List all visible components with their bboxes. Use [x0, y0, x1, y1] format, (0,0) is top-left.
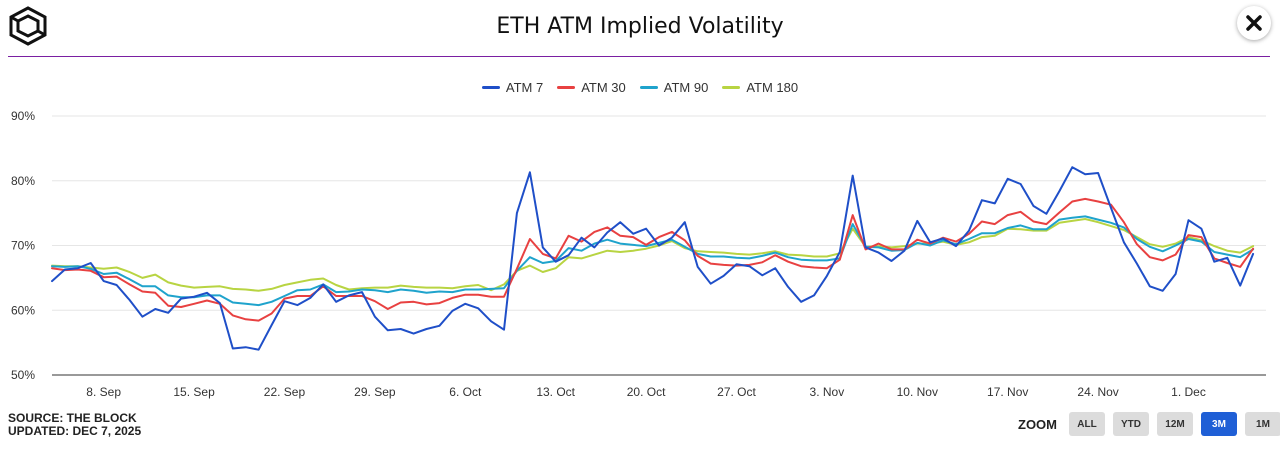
- x-tick-label: 20. Oct: [627, 385, 666, 399]
- series-line-atm-7: [51, 166, 1255, 351]
- legend-label: ATM 180: [746, 80, 799, 95]
- legend-item-atm-180[interactable]: ATM 180: [722, 80, 798, 95]
- header-divider: [8, 56, 1270, 57]
- legend-item-atm-30[interactable]: ATM 30: [557, 80, 626, 95]
- volatility-chart: 50% 60% 70% 80% 90% 8. Sep 15. Sep 22. Sep 29. S…: [11, 109, 1266, 399]
- chart-title: ETH ATM Implied Volatility: [496, 14, 784, 39]
- legend-swatch: [639, 86, 658, 89]
- x-tick-label: 22. Sep: [264, 385, 306, 399]
- legend-swatch: [722, 86, 741, 89]
- x-tick-label: 10. Nov: [897, 385, 938, 399]
- y-tick-label: 60%: [11, 303, 35, 317]
- zoom-3m-button[interactable]: 3M: [1201, 412, 1237, 436]
- series-line-atm-30: [51, 197, 1255, 322]
- close-icon: [1246, 15, 1262, 31]
- legend-swatch: [557, 86, 576, 89]
- close-button[interactable]: [1237, 6, 1271, 40]
- series-line-atm-90: [51, 215, 1255, 307]
- zoom-controls: ZOOM ALL YTD 12M 3M 1M: [1018, 412, 1280, 436]
- series-line-atm-180: [51, 218, 1255, 292]
- legend-label: ATM 90: [663, 80, 709, 95]
- x-tick-label: 17. Nov: [987, 385, 1028, 399]
- the-block-logo-icon: [9, 6, 47, 46]
- legend-item-atm-7[interactable]: ATM 7: [481, 80, 544, 95]
- x-tick-label: 1. Dec: [1171, 385, 1206, 399]
- legend-swatch: [481, 86, 500, 89]
- x-tick-label: 29. Sep: [354, 385, 396, 399]
- y-tick-label: 50%: [11, 368, 35, 382]
- y-tick-label: 90%: [11, 109, 35, 123]
- zoom-1m-button[interactable]: 1M: [1245, 412, 1280, 436]
- legend-label: ATM 7: [505, 80, 544, 95]
- x-tick-label: 27. Oct: [717, 385, 756, 399]
- legend-item-atm-90[interactable]: ATM 90: [639, 80, 709, 95]
- x-tick-label: 3. Nov: [810, 385, 845, 399]
- zoom-label: ZOOM: [1018, 416, 1057, 432]
- x-tick-label: 24. Nov: [1077, 385, 1118, 399]
- x-tick-label: 8. Sep: [86, 385, 121, 399]
- chart-legend: ATM 7 ATM 30 ATM 90 ATM 180: [0, 80, 1280, 95]
- zoom-all-button[interactable]: ALL: [1069, 412, 1105, 436]
- y-tick-label: 80%: [11, 174, 35, 188]
- x-tick-label: 13. Oct: [536, 385, 575, 399]
- zoom-ytd-button[interactable]: YTD: [1113, 412, 1149, 436]
- legend-label: ATM 30: [581, 80, 626, 95]
- x-tick-label: 15. Sep: [173, 385, 215, 399]
- source-info: SOURCE: THE BLOCK UPDATED: DEC 7, 2025: [8, 412, 141, 438]
- y-tick-label: 70%: [11, 239, 35, 253]
- zoom-12m-button[interactable]: 12M: [1157, 412, 1193, 436]
- updated-line: UPDATED: DEC 7, 2025: [8, 424, 142, 438]
- x-tick-label: 6. Oct: [449, 385, 482, 399]
- source-line: SOURCE: THE BLOCK: [8, 411, 137, 425]
